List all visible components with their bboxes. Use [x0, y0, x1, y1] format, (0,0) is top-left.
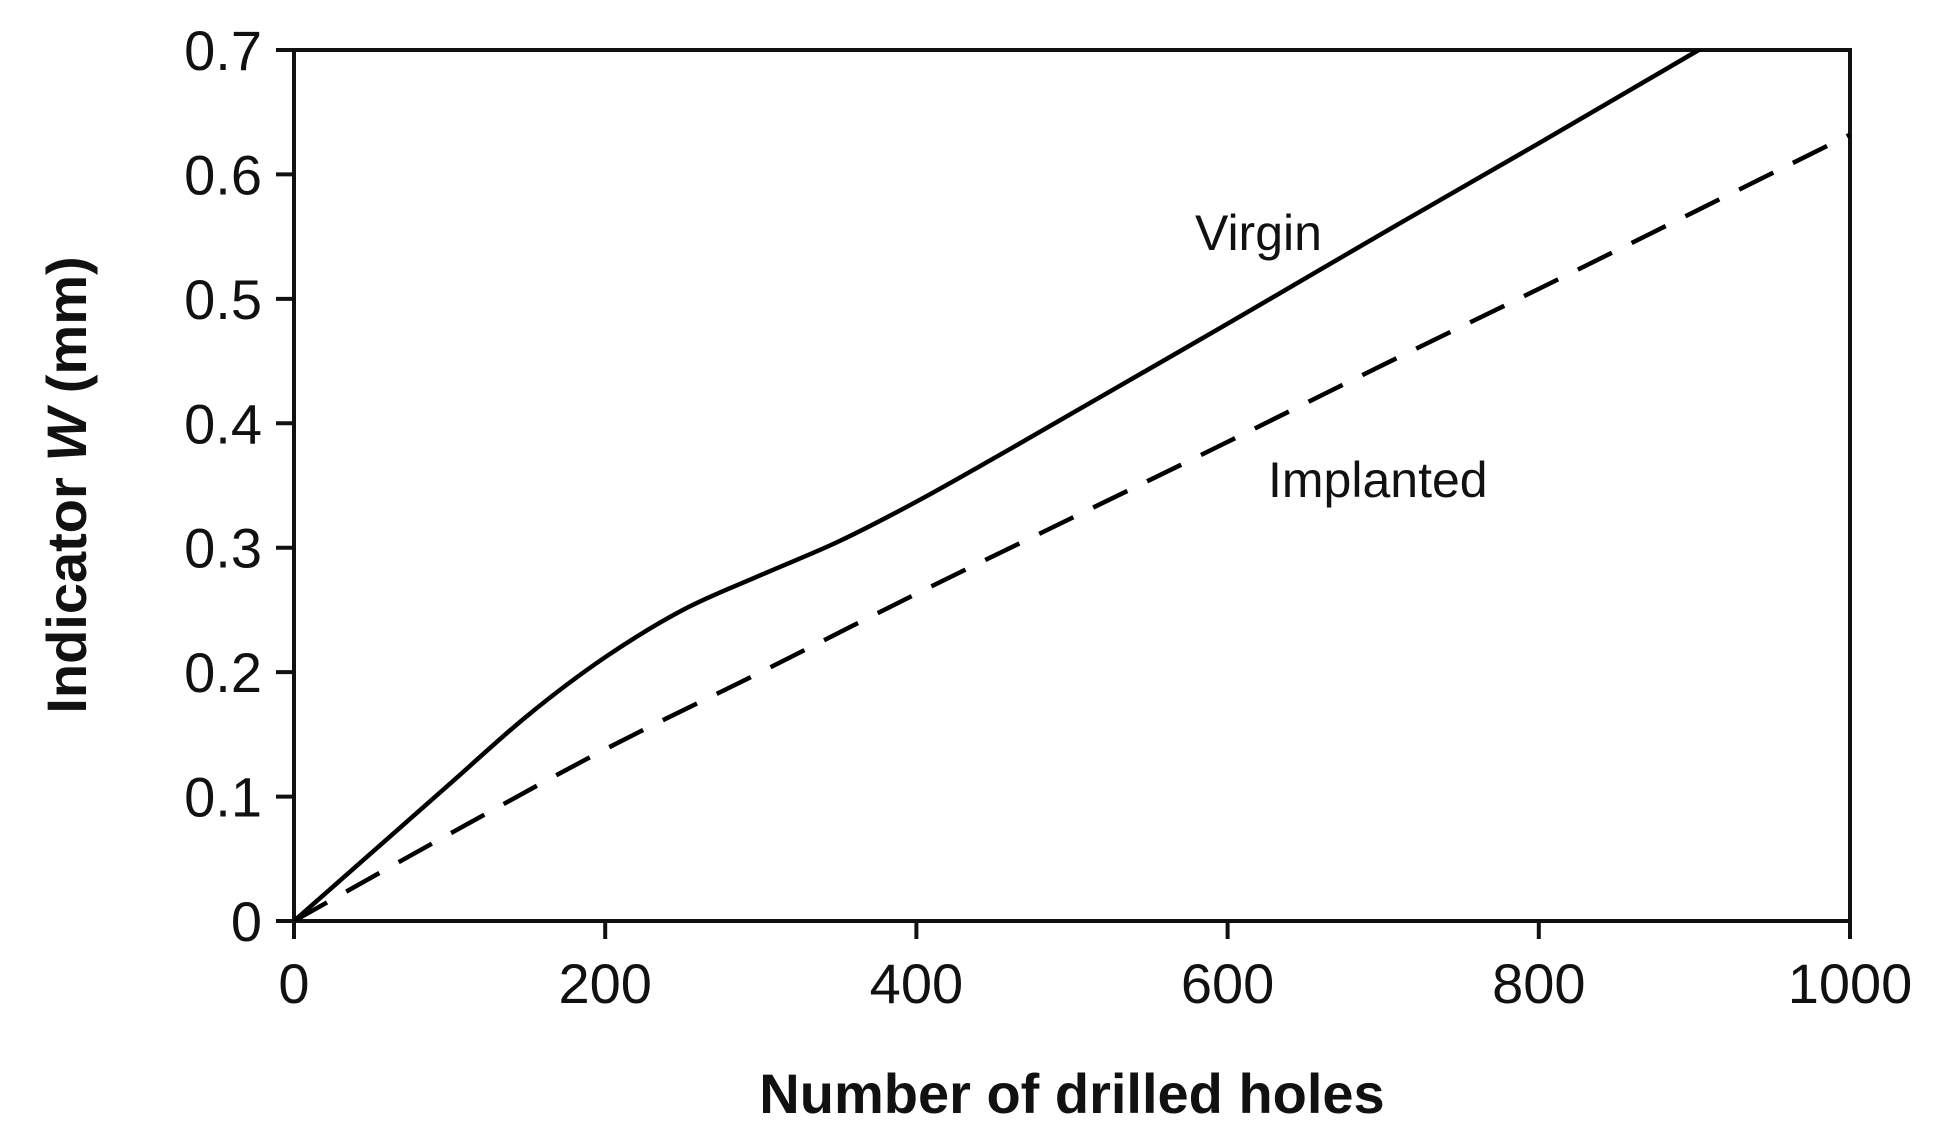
series-line-implanted [294, 132, 1850, 921]
x-tick-label: 1000 [1788, 952, 1913, 1015]
y-axis-title-symbol: W [35, 405, 98, 462]
y-tick-label: 0.4 [184, 392, 262, 455]
y-tick-label: 0 [231, 890, 262, 953]
y-tick-label: 0.7 [184, 19, 262, 82]
x-axis-title: Number of drilled holes [759, 1062, 1384, 1125]
x-tick-label: 400 [870, 952, 963, 1015]
y-axis-ticks: 0 0.1 0.2 0.3 0.4 0.5 0.6 0.7 [184, 19, 294, 953]
y-axis-title-suffix: (mm) [35, 256, 98, 408]
y-tick-label: 0.5 [184, 268, 262, 331]
series-line-virgin [294, 50, 1704, 921]
series-label-implanted: Implanted [1268, 452, 1488, 508]
y-tick-label: 0.6 [184, 143, 262, 206]
y-tick-label: 0.1 [184, 766, 262, 829]
x-tick-label: 800 [1492, 952, 1585, 1015]
series-label-virgin: Virgin [1195, 205, 1322, 261]
y-axis-title: Indicator W (mm) [35, 256, 98, 713]
y-tick-label: 0.3 [184, 517, 262, 580]
x-tick-label: 600 [1181, 952, 1274, 1015]
x-tick-label: 0 [278, 952, 309, 1015]
x-axis-ticks: 0 200 400 600 800 1000 [278, 921, 1912, 1015]
y-axis-title-prefix: Indicator [35, 462, 98, 714]
series-layer [294, 50, 1850, 921]
x-tick-label: 200 [558, 952, 651, 1015]
plot-frame [292, 48, 1852, 923]
y-tick-label: 0.2 [184, 641, 262, 704]
